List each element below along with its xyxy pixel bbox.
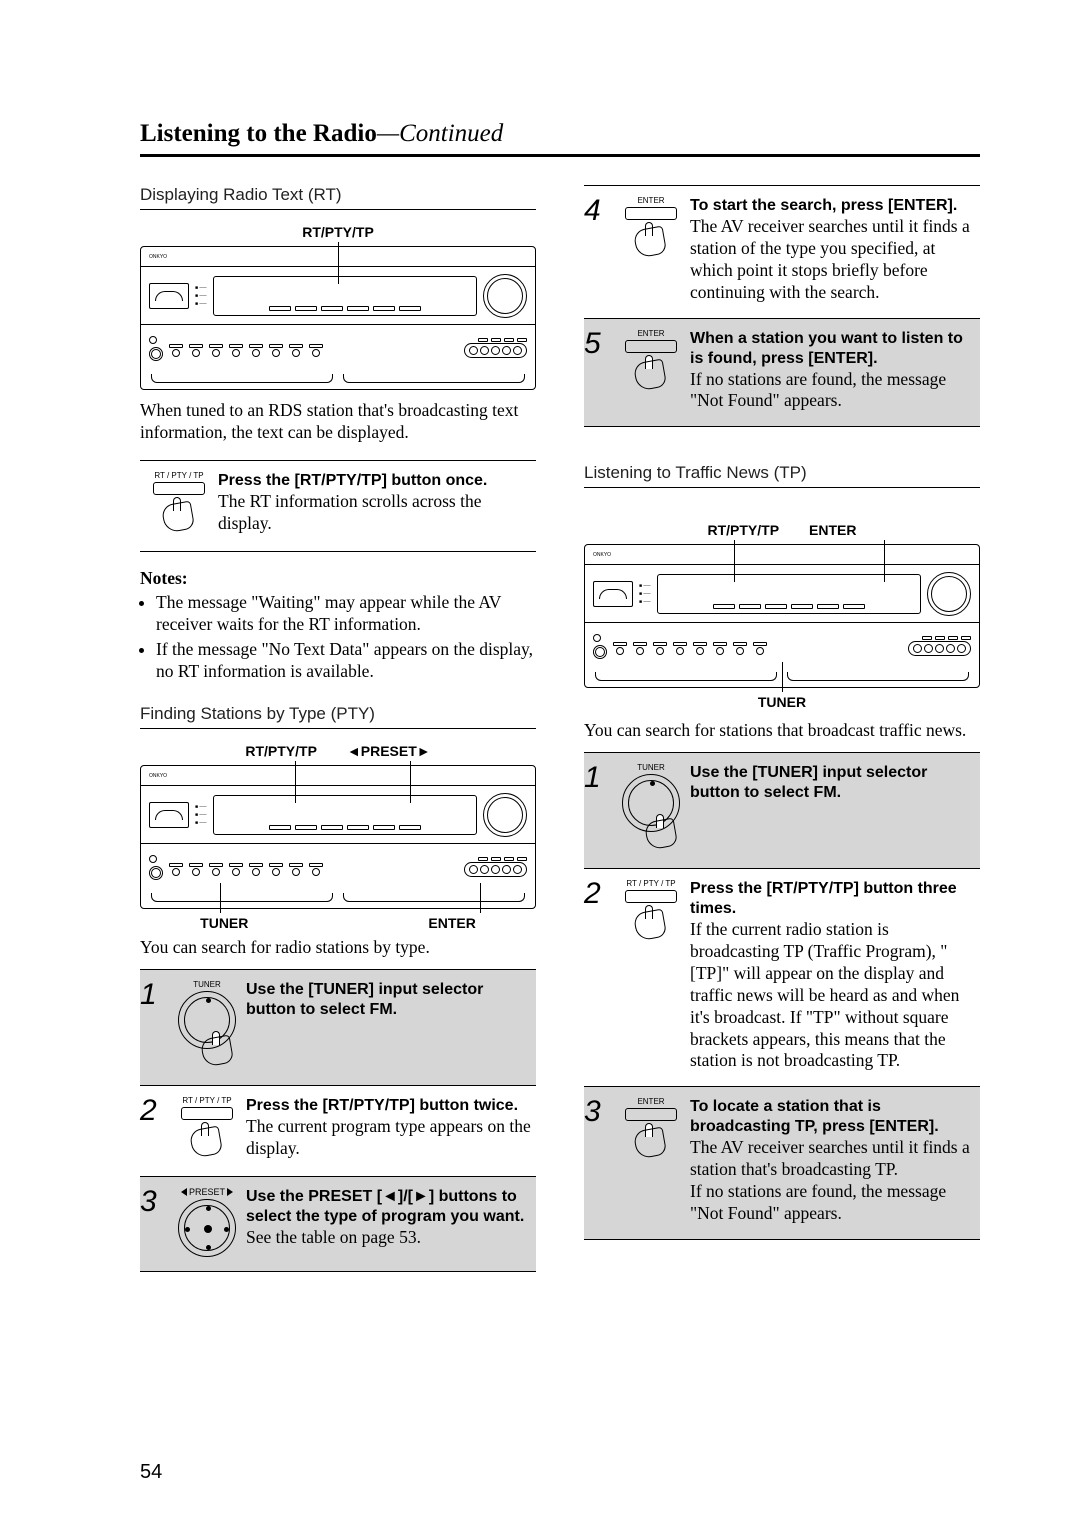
rt-btn-icon: RT / PTY / TP (612, 879, 690, 945)
tp-caption: You can search for stations that broadca… (584, 720, 980, 742)
enter-btn-icon: ENTER (612, 196, 690, 262)
rt-step-lead: Press the [RT/PTY/TP] button once. (218, 471, 536, 491)
tp-s3-body2: If no stations are found, the message "N… (690, 1181, 946, 1223)
pty-step-1: 1 TUNER Use the [TUNER] input selector b… (140, 970, 536, 1086)
right-column: 4 ENTER To start the search, press [ENTE… (584, 185, 980, 1272)
title-continued: —Continued (377, 120, 503, 147)
step-number: 3 (140, 1185, 157, 1218)
note-item: The message "Waiting" may appear while t… (156, 591, 536, 636)
pointer-line (782, 662, 783, 692)
tuner-knob-icon: TUNER (168, 980, 246, 1071)
rt-btn-icon: RT / PTY / TP (140, 471, 218, 537)
pty-s5-body: If no stations are found, the message "N… (690, 369, 946, 411)
tp-step-3: 3 ENTER To locate a station that is broa… (584, 1087, 980, 1240)
pty-s2-body: The current program type appears on the … (246, 1116, 531, 1158)
pty-s5-lead: When a station you want to listen to is … (690, 329, 980, 369)
pty-heading: Finding Stations by Type (PTY) (140, 704, 536, 724)
step-number: 4 (584, 194, 601, 227)
rt-btn-icon: RT / PTY / TP (168, 1096, 246, 1162)
title-rule (140, 154, 980, 157)
pty-s3-lead: Use the PRESET [◄]/[►] buttons to select… (246, 1187, 536, 1227)
tp-s2-body: If the current radio station is broadcas… (690, 919, 959, 1070)
notes-list: The message "Waiting" may appear while t… (156, 591, 536, 683)
tp-step-2: 2 RT / PTY / TP Press the [RT/PTY/TP] bu… (584, 869, 980, 1087)
pty-s1-lead: Use the [TUNER] input selector button to… (246, 980, 536, 1020)
page-number: 54 (140, 1461, 162, 1484)
tuner-knob-icon: TUNER (612, 763, 690, 854)
device-illustration: ONKYO ■ ──■ ──■ ── (140, 765, 536, 909)
rt-step-body: The RT information scrolls across the di… (218, 491, 482, 533)
note-item: If the message "No Text Data" appears on… (156, 638, 536, 683)
title-main: Listening to the Radio (140, 120, 377, 147)
pty-step-4: 4 ENTER To start the search, press [ENTE… (584, 186, 980, 319)
pointer-line (295, 761, 296, 803)
pty-labels-top: RT/PTY/TP ◄PRESET► (140, 743, 536, 759)
pty-labels-bottom: TUNER ENTER (140, 915, 536, 931)
pty-step-2: 2 RT / PTY / TP Press the [RT/PTY/TP] bu… (140, 1086, 536, 1177)
tp-heading: Listening to Traffic News (TP) (584, 463, 980, 483)
pty-step-5: 5 ENTER When a station you want to liste… (584, 318, 980, 427)
tp-label-bottom: TUNER (584, 694, 980, 710)
rt-caption: When tuned to an RDS station that's broa… (140, 400, 536, 444)
page-title: Listening to the Radio—Continued (140, 120, 980, 148)
tp-s3-body1: The AV receiver searches until it finds … (690, 1137, 970, 1179)
tp-s3-lead: To locate a station that is broadcasting… (690, 1097, 980, 1137)
pointer-line (480, 883, 481, 913)
notes-head: Notes: (140, 568, 536, 589)
enter-btn-icon: ENTER (612, 1097, 690, 1163)
tp-step-1: 1 TUNER Use the [TUNER] input selector b… (584, 753, 980, 869)
pointer-line (338, 242, 339, 284)
preset-knob-icon: PRESET (168, 1187, 246, 1257)
step-number: 5 (584, 327, 601, 360)
step-number: 2 (140, 1094, 157, 1127)
rt-step-row: RT / PTY / TP Press the [RT/PTY/TP] butt… (140, 460, 536, 551)
left-column: Displaying Radio Text (RT) RT/PTY/TP ONK… (140, 185, 536, 1272)
pointer-line (410, 761, 411, 803)
pty-caption: You can search for radio stations by typ… (140, 937, 536, 959)
tp-s1-lead: Use the [TUNER] input selector button to… (690, 763, 980, 803)
tp-labels-top: RT/PTY/TP ENTER (584, 522, 980, 538)
pty-rule (140, 728, 536, 729)
tp-s2-lead: Press the [RT/PTY/TP] button three times… (690, 879, 980, 919)
pointer-line (220, 883, 221, 913)
enter-btn-icon: ENTER (612, 329, 690, 395)
pty-s2-lead: Press the [RT/PTY/TP] button twice. (246, 1096, 536, 1116)
pointer-line (734, 540, 735, 582)
step-number: 1 (140, 978, 157, 1011)
pointer-line (884, 540, 885, 582)
pty-s3-body: See the table on page 53. (246, 1227, 421, 1247)
pty-step-3: 3 PRESET Use th (140, 1177, 536, 1272)
step-number: 2 (584, 877, 601, 910)
rt-device-label: RT/PTY/TP (140, 224, 536, 240)
pty-s4-body: The AV receiver searches until it finds … (690, 216, 970, 302)
tp-rule (584, 487, 980, 488)
step-number: 3 (584, 1095, 601, 1128)
rt-rule (140, 209, 536, 210)
rt-heading: Displaying Radio Text (RT) (140, 185, 536, 205)
step-number: 1 (584, 761, 601, 794)
pty-s4-lead: To start the search, press [ENTER]. (690, 196, 980, 216)
